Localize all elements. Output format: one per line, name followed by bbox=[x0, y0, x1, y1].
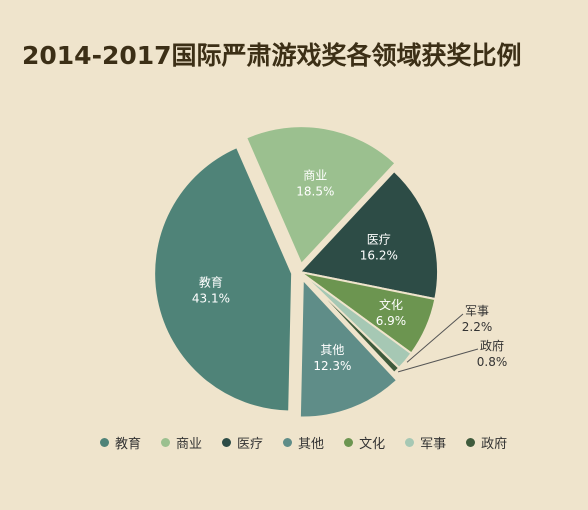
legend-label: 商业 bbox=[176, 437, 203, 452]
legend-item-教育: 教育 bbox=[100, 433, 141, 452]
legend-label: 军事 bbox=[420, 437, 447, 452]
slice-label-value: 2.2% bbox=[462, 320, 493, 334]
legend-item-其他: 其他 bbox=[283, 433, 324, 452]
pie-slice-医疗 bbox=[298, 169, 439, 301]
slice-label-value: 43.1% bbox=[192, 292, 230, 306]
slice-label-name: 商业 bbox=[303, 167, 327, 182]
legend-label: 其他 bbox=[298, 437, 325, 452]
legend-label: 文化 bbox=[359, 437, 386, 452]
legend-swatch bbox=[466, 438, 476, 447]
chart-legend: 教育 商业 医疗 其他 文化 军事 政府 bbox=[100, 433, 507, 452]
legend-swatch bbox=[283, 438, 293, 447]
slice-label-name: 政府 bbox=[480, 338, 504, 353]
legend-item-军事: 军事 bbox=[405, 433, 446, 452]
slice-label-value: 6.9% bbox=[376, 314, 407, 328]
legend-item-商业: 商业 bbox=[161, 433, 202, 452]
pie-slice-其他 bbox=[298, 276, 399, 419]
leader-line-政府 bbox=[397, 348, 479, 373]
slice-label-value: 12.3% bbox=[313, 359, 351, 373]
legend-item-政府: 政府 bbox=[466, 433, 507, 452]
pie-slice-政府 bbox=[299, 271, 401, 375]
legend-label: 医疗 bbox=[237, 437, 264, 452]
legend-swatch bbox=[222, 438, 232, 447]
legend-label: 政府 bbox=[481, 437, 508, 452]
slice-label-name: 军事 bbox=[465, 304, 489, 318]
slice-label-value: 16.2% bbox=[360, 249, 398, 263]
slice-label-value: 18.5% bbox=[296, 184, 334, 198]
slice-label-name: 其他 bbox=[320, 343, 344, 357]
legend-swatch bbox=[161, 438, 171, 447]
legend-swatch bbox=[405, 438, 415, 447]
chart-title: 2014-2017国际严肃游戏奖各领域获奖比例 bbox=[22, 41, 522, 70]
slice-label-value: 0.8% bbox=[477, 355, 508, 369]
leader-line-军事 bbox=[406, 313, 464, 363]
pie-slice-商业 bbox=[244, 125, 397, 266]
legend-label: 教育 bbox=[115, 437, 142, 452]
pie-slice-教育 bbox=[153, 145, 294, 413]
slice-label-name: 文化 bbox=[379, 297, 403, 312]
slice-label-name: 教育 bbox=[199, 275, 223, 290]
legend-item-医疗: 医疗 bbox=[222, 433, 263, 452]
legend-swatch bbox=[100, 438, 109, 447]
slice-label-name: 医疗 bbox=[367, 233, 391, 247]
legend-swatch bbox=[344, 438, 354, 447]
legend-item-文化: 文化 bbox=[344, 433, 385, 452]
